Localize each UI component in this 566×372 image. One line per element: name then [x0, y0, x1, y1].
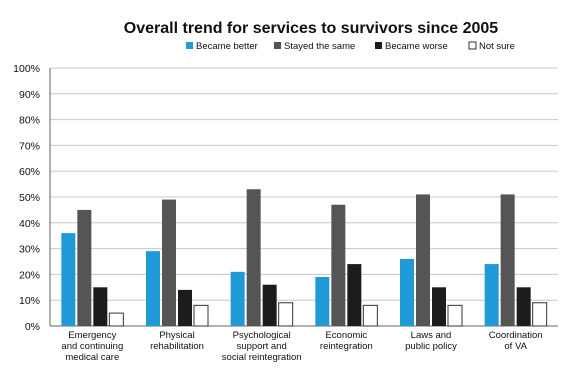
x-tick-label: Psychological support and social reintegra… — [222, 330, 302, 363]
bar-stayed-the-same — [246, 189, 261, 326]
grid: 0% 10% 20% 30% 40% 50% 60% 70% 80% 90% 100% — [13, 63, 558, 333]
x-tick-label: Emergency and continuing medical care — [61, 330, 123, 363]
legend-label: Became worse — [385, 41, 448, 52]
bar-became-better — [61, 233, 76, 326]
bar-not-sure — [532, 302, 548, 327]
bar-became-better — [400, 258, 414, 326]
y-tick-label: 20% — [19, 269, 40, 281]
x-tick-label: Economic reintegration — [320, 330, 373, 352]
bar-became-better — [484, 264, 499, 326]
y-tick-label: 0% — [25, 321, 40, 333]
legend-swatch — [468, 41, 477, 50]
bar-stayed-the-same — [331, 204, 346, 326]
bar-became-worse — [516, 287, 531, 326]
y-tick-label: 70% — [19, 140, 40, 152]
legend-label: Not sure — [479, 41, 515, 52]
bar-stayed-the-same — [416, 194, 430, 326]
bar-not-sure — [193, 304, 209, 327]
legend: Became better Stayed the same Became worse… — [186, 41, 515, 52]
legend-swatch — [274, 42, 281, 49]
y-tick-label: 50% — [19, 192, 40, 204]
bar-became-worse — [262, 284, 277, 326]
y-tick-label: 80% — [19, 115, 40, 127]
legend-label: Became better — [196, 41, 258, 52]
bar-stayed-the-same — [77, 209, 92, 326]
bars — [61, 189, 548, 327]
bar-stayed-the-same — [162, 199, 176, 326]
legend-swatch — [375, 42, 382, 49]
chart-title: Overall trend for services to survivors … — [124, 20, 499, 37]
bar-not-sure — [108, 312, 124, 327]
bar-became-worse — [347, 264, 362, 326]
bar-not-sure — [278, 302, 294, 327]
bar-became-worse — [178, 289, 192, 326]
bar-became-worse — [432, 287, 446, 326]
x-tick-label: Coordination of VA — [489, 330, 543, 352]
bar-became-better — [146, 251, 160, 326]
bar-became-worse — [93, 287, 108, 326]
bar-not-sure — [362, 304, 378, 327]
y-tick-label: 100% — [13, 63, 40, 75]
y-tick-label: 30% — [19, 244, 40, 256]
legend-label: Stayed the same — [284, 41, 355, 52]
bar-became-better — [315, 276, 330, 326]
x-axis-labels: Emergency and continuing medical care Physi… — [61, 330, 542, 363]
y-tick-label: 60% — [19, 166, 40, 178]
y-tick-label: 90% — [19, 89, 40, 101]
x-tick-label: Laws and public policy — [405, 330, 457, 352]
y-tick-label: 40% — [19, 218, 40, 230]
y-tick-label: 10% — [19, 295, 40, 307]
bar-stayed-the-same — [500, 194, 515, 326]
x-tick-label: Physical rehabilitation — [150, 330, 204, 352]
bar-became-better — [230, 271, 245, 326]
legend-swatch — [186, 42, 193, 49]
bar-not-sure — [447, 304, 463, 327]
